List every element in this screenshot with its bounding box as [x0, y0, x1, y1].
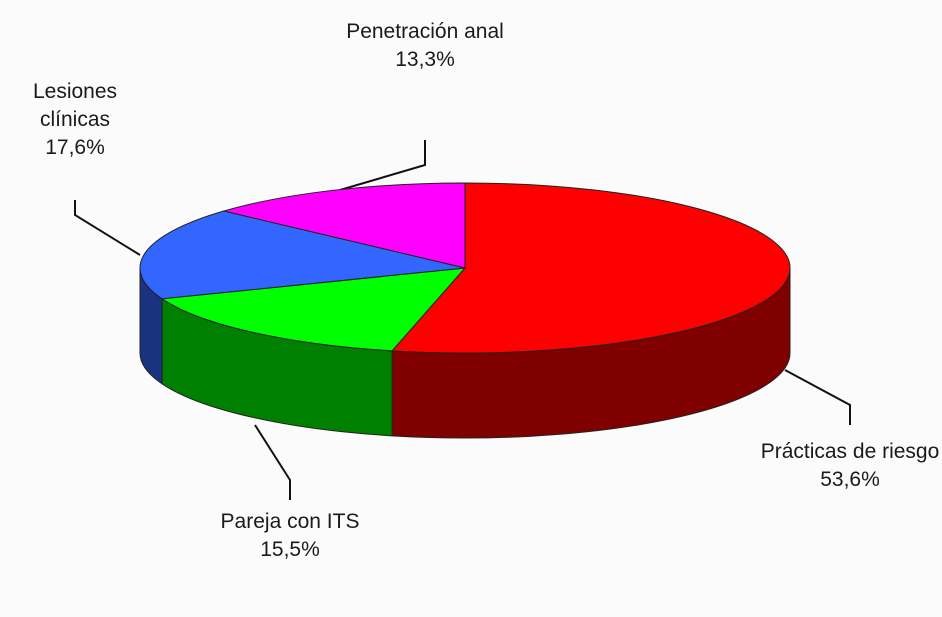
slice: [221, 182, 466, 269]
value-label: 17,6%: [45, 136, 105, 159]
leader-line: [74, 200, 141, 256]
leader-line: [784, 369, 851, 425]
value-label: 13,3%: [395, 48, 455, 71]
category-label: Lesiones clínicas: [32, 80, 118, 131]
slice-label: Pareja con ITS 15,5%: [215, 508, 365, 564]
slice: [139, 210, 466, 300]
slice: [391, 182, 791, 354]
category-label: Penetración anal: [346, 20, 504, 43]
slice-label: Penetración anal 13,3%: [340, 18, 510, 74]
slice: [160, 267, 467, 352]
category-label: Prácticas de riesgo: [760, 440, 940, 463]
leader-line: [254, 424, 291, 500]
slice-label: Lesiones clínicas 17,6%: [0, 78, 150, 162]
leader-line: [339, 140, 426, 191]
category-label: Pareja con ITS: [220, 510, 360, 533]
value-label: 53,6%: [820, 468, 880, 491]
slice-label: Prácticas de riesgo 53,6%: [760, 438, 940, 494]
value-label: 15,5%: [260, 538, 320, 561]
